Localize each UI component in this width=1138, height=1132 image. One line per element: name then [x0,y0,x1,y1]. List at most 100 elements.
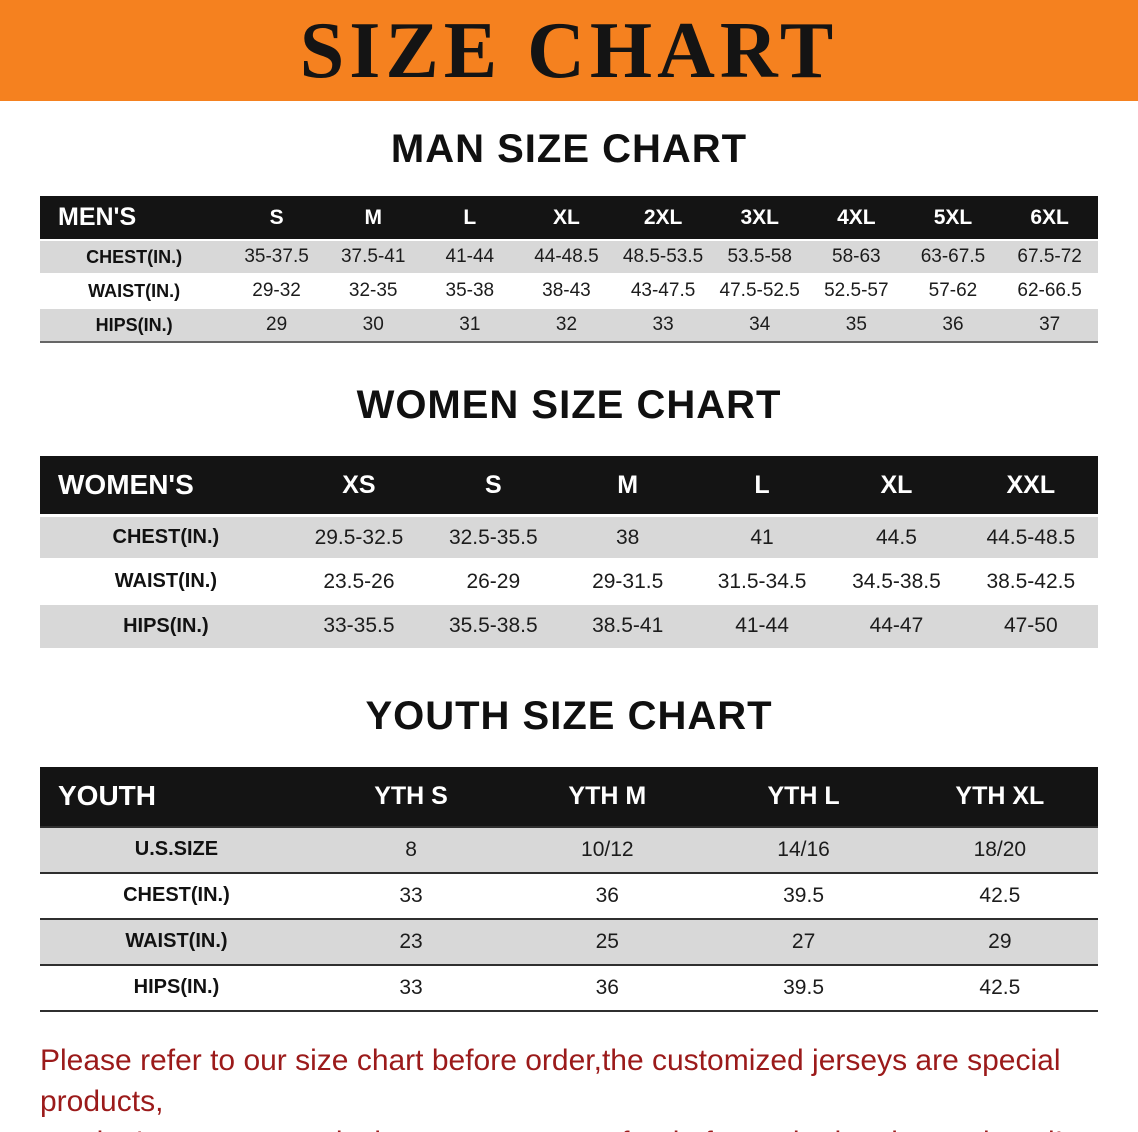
cell-value: 42.5 [979,883,1021,907]
cell-value: 18/20 [973,837,1027,861]
row-label: WAIST(IN.) [88,280,181,301]
row-label: HIPS(IN.) [123,614,209,637]
column-header: M [324,196,422,240]
men-size-table: MEN'S S M L XL 2XL 3XL 4XL 5XL 6XL CHEST(IN.) 35-3… [40,196,1098,343]
cell-value: 37.5-41 [340,246,406,267]
disclaimer: Please refer to our size chart before or… [40,1040,1108,1132]
column-header: L [421,196,519,240]
cell-value: 47.5-52.5 [719,280,800,301]
cell-value: 32 [555,314,578,335]
cell-value: 39.5 [783,883,824,907]
table-row: U.S.SIZE 8 10/12 14/16 18/20 [40,826,1098,873]
content: MAN SIZE CHART MEN'S S M L XL 2XL 3XL 4XL 5XL 6XL… [0,101,1138,1012]
column-header: 5XL [904,196,1002,240]
column-header: XL [518,196,615,240]
header-row: WOMEN'S XS S M L XL XXL [40,456,1098,516]
cell-value: 41-44 [445,246,495,267]
row-label: HIPS(IN.) [133,976,220,998]
cell-value: 31.5-34.5 [717,569,807,593]
disclaimer-line-2: we don't accept cancel, change, teturn o… [40,1122,1108,1132]
cell-value: 35 [845,314,867,335]
cell-value: 36 [595,975,619,999]
cell-value: 29.5-32.5 [314,525,404,549]
table-title: WOMEN'S [40,456,292,516]
cell-value: 63-67.5 [920,246,986,267]
cell-value: 38-43 [542,280,591,301]
cell-value: 31 [459,314,481,335]
cell-value: 41-44 [735,614,789,638]
cell-value: 57-62 [928,280,978,301]
cell-value: 27 [791,929,816,953]
men-section-heading: MAN SIZE CHART [390,127,748,171]
cell-value: 14/16 [777,837,830,861]
cell-value: 53.5-58 [727,246,792,267]
disclaimer-line-1: Please refer to our size chart before or… [40,1043,1061,1118]
men-section: MAN SIZE CHART MEN'S S M L XL 2XL 3XL 4XL 5XL 6XL… [0,101,1138,343]
table-row: WAIST(IN.) 29-32 32-35 35-38 38-43 43-47.5 47.… [40,274,1098,308]
column-header: YTH S [312,766,510,827]
header-row: MEN'S S M L XL 2XL 3XL 4XL 5XL 6XL [40,196,1098,240]
cell-value: 33 [652,314,674,335]
row-label: CHEST(IN.) [123,884,230,906]
women-table-body: CHEST(IN.) 29.5-32.5 32.5-35.5 38 41 44.5 44.5… [40,515,1098,648]
cell-value: 8 [405,837,417,861]
table-row: CHEST(IN.) 33 36 39.5 42.5 [40,872,1098,919]
column-header: 2XL [614,196,712,240]
cell-value: 32.5-35.5 [448,525,538,549]
row-label: U.S.SIZE [134,838,219,860]
column-header: S [228,196,325,240]
cell-value: 38 [616,525,640,549]
cell-value: 34.5-38.5 [852,569,941,593]
column-header: M [560,456,695,516]
column-header: 4XL [808,196,905,240]
youth-section: YOUTH SIZE CHART YOUTH YTH S YTH M YTH L YTH… [0,648,1138,1012]
row-label: WAIST(IN.) [125,930,228,952]
youth-size-table: YOUTH YTH S YTH M YTH L YTH XL U.S.SIZE 8 10/1… [40,766,1098,1012]
cell-value: 30 [362,314,384,335]
women-section: WOMEN SIZE CHART WOMEN'S XS S M L XL XXL CHEST… [0,343,1138,648]
cell-value: 52.5-57 [824,280,889,301]
table-row: CHEST(IN.) 35-37.5 37.5-41 41-44 44-48.5 48.5… [40,240,1098,274]
cell-value: 29-32 [252,280,301,301]
column-header: YTH L [705,766,902,827]
women-table-header: WOMEN'S XS S M L XL XXL [40,456,1098,516]
cell-value: 26-29 [466,569,521,593]
column-header: S [426,456,561,516]
table-row: CHEST(IN.) 29.5-32.5 32.5-35.5 38 41 44.5 44.5… [40,515,1098,560]
table-row: WAIST(IN.) 23 25 27 29 [40,918,1098,965]
cell-value: 38.5-42.5 [986,569,1076,593]
column-header: XS [291,456,427,516]
cell-value: 35-38 [445,280,495,301]
women-size-table: WOMEN'S XS S M L XL XXL CHEST(IN.) 29.5-32.5 32.… [40,456,1098,648]
table-title: YOUTH [40,766,313,827]
column-header: XXL [963,456,1098,516]
cell-value: 35-37.5 [244,246,309,267]
cell-value: 29 [266,314,288,335]
row-label: WAIST(IN.) [114,570,217,592]
youth-table-body: U.S.SIZE 8 10/12 14/16 18/20 CHEST(IN.) 33 36 39… [40,826,1098,1011]
cell-value: 25 [595,929,619,953]
row-label: HIPS(IN.) [95,314,173,335]
youth-section-heading: YOUTH SIZE CHART [365,693,773,738]
column-header: YTH XL [901,766,1098,827]
page-title: SIZE CHART [299,6,839,95]
header-row: YOUTH YTH S YTH M YTH L YTH XL [40,766,1098,827]
cell-value: 33 [399,883,423,907]
women-section-heading: WOMEN SIZE CHART [356,383,782,427]
cell-value: 36 [942,314,964,335]
cell-value: 42.5 [979,975,1021,999]
cell-value: 33-35.5 [323,614,395,638]
row-label: CHEST(IN.) [86,246,183,267]
cell-value: 34 [749,314,771,335]
cell-value: 35.5-38.5 [448,614,538,638]
cell-value: 47-50 [1003,614,1058,638]
cell-value: 32-35 [348,280,398,301]
cell-value: 44.5 [876,525,917,549]
column-header: XL [829,456,964,516]
men-table-header: MEN'S S M L XL 2XL 3XL 4XL 5XL 6XL [40,196,1098,240]
youth-table-header: YOUTH YTH S YTH M YTH L YTH XL [40,766,1098,827]
men-table-body: CHEST(IN.) 35-37.5 37.5-41 41-44 44-48.5 48.5… [40,240,1098,342]
cell-value: 23 [399,929,423,953]
column-header: 6XL [1001,196,1098,240]
